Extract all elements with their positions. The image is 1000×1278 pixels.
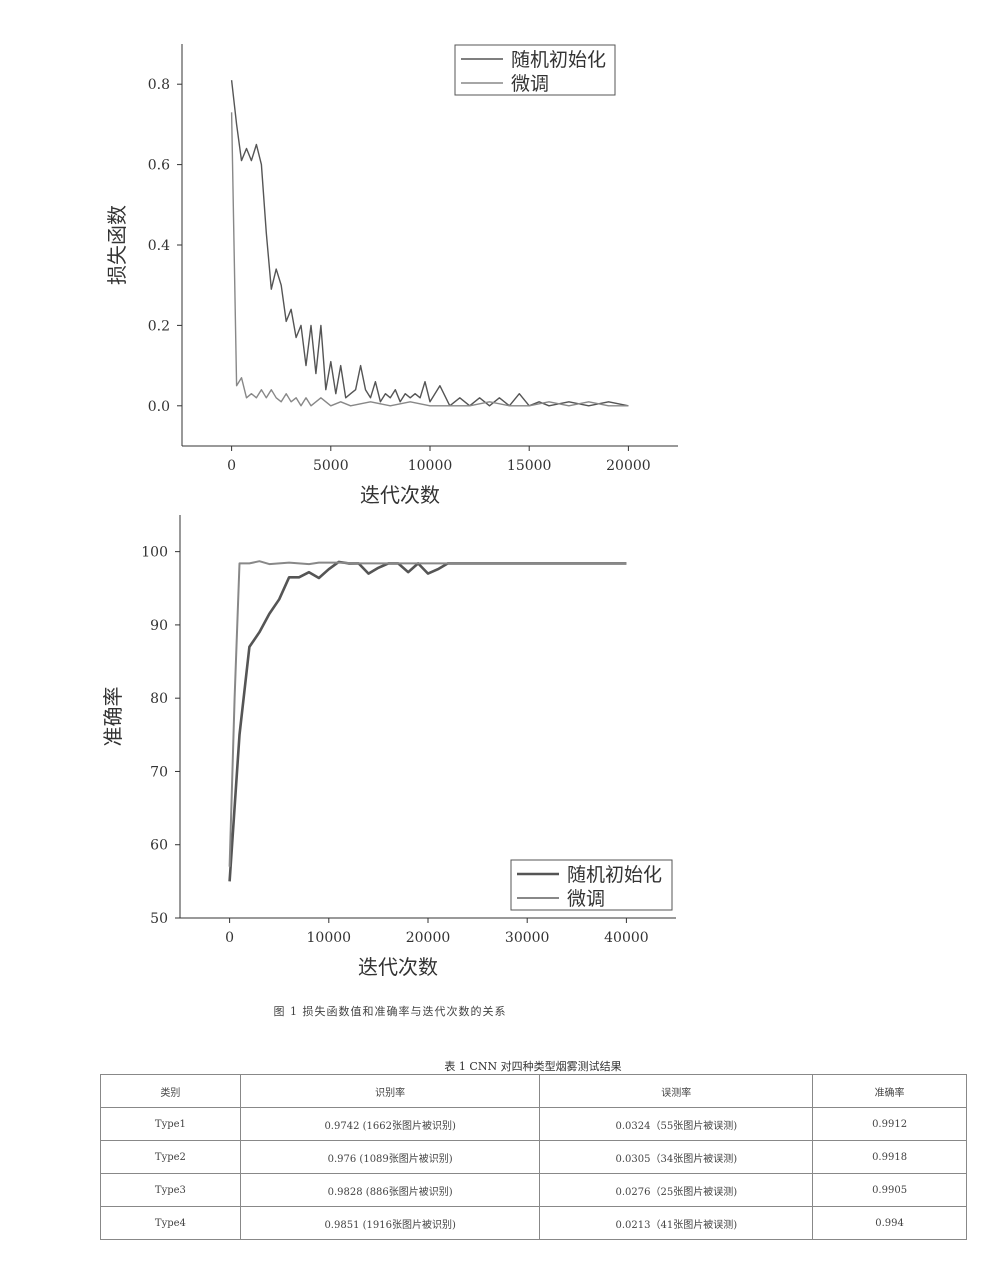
x-tick-label: 10000 bbox=[307, 930, 352, 946]
cell-recognition-rate: 0.9828 (886张图片被识别) bbox=[239, 1173, 541, 1207]
loss-chart: 0 5000 10000 15000 20000 0.0 0.2 0.4 0.6 0.8 迭代次数 损… bbox=[105, 44, 678, 505]
cell-false-detection-rate: 0.0324（55张图片被误测) bbox=[539, 1107, 814, 1141]
y-tick-label: 0.8 bbox=[148, 77, 170, 93]
x-tick-label: 15000 bbox=[507, 458, 552, 474]
legend-label: 微调 bbox=[567, 888, 605, 910]
y-tick-label: 0.6 bbox=[148, 158, 170, 174]
y-axis-label: 准确率 bbox=[101, 687, 125, 747]
legend-label: 微调 bbox=[511, 73, 549, 95]
y-tick-label: 50 bbox=[150, 911, 168, 927]
cell-accuracy: 0.994 bbox=[812, 1206, 967, 1240]
table-header-row: 类别 识别率 误测率 准确率 bbox=[100, 1074, 967, 1108]
table-row: Type3 0.9828 (886张图片被识别) 0.0276（25张图片被误测… bbox=[100, 1173, 967, 1207]
x-tick-label: 30000 bbox=[505, 930, 550, 946]
cell-false-detection-rate: 0.0305（34张图片被误测) bbox=[539, 1140, 814, 1174]
legend-box bbox=[510, 859, 673, 911]
series-line-random-init bbox=[230, 80, 629, 407]
header-false-detection-rate: 误测率 bbox=[539, 1074, 814, 1108]
cell-accuracy: 0.9905 bbox=[812, 1173, 967, 1207]
x-tick-label: 20000 bbox=[606, 458, 651, 474]
figure-caption: 图 1 损失函数值和准确率与迭代次数的关系 bbox=[273, 1005, 507, 1018]
cell-false-detection-rate: 0.0276（25张图片被误测) bbox=[539, 1173, 814, 1207]
cell-recognition-rate: 0.9742 (1662张图片被识别) bbox=[239, 1107, 541, 1141]
x-tick-label: 0 bbox=[227, 458, 236, 474]
y-tick-label: 100 bbox=[141, 545, 168, 561]
y-tick-label: 60 bbox=[150, 838, 168, 854]
cell-recognition-rate: 0.9851 (1916张图片被识别) bbox=[239, 1206, 541, 1240]
cell-category: Type2 bbox=[100, 1140, 241, 1174]
table-title: 表 1 CNN 对四种类型烟雾测试结果 bbox=[444, 1060, 622, 1073]
y-tick-label: 0.0 bbox=[148, 399, 170, 415]
table-row: Type4 0.9851 (1916张图片被识别) 0.0213（41张图片被误… bbox=[100, 1206, 967, 1240]
cell-accuracy: 0.9912 bbox=[812, 1107, 967, 1141]
cell-recognition-rate: 0.976 (1089张图片被识别) bbox=[239, 1140, 541, 1174]
cell-category: Type3 bbox=[100, 1173, 241, 1207]
table-row: Type2 0.976 (1089张图片被识别) 0.0305（34张图片被误测… bbox=[100, 1140, 967, 1174]
header-recognition-rate: 识别率 bbox=[239, 1074, 541, 1108]
x-tick-label: 10000 bbox=[408, 458, 453, 474]
cell-accuracy: 0.9918 bbox=[812, 1140, 967, 1174]
legend-box bbox=[454, 44, 616, 96]
x-axis-label: 迭代次数 bbox=[358, 955, 438, 979]
cell-category: Type1 bbox=[100, 1107, 241, 1141]
x-tick-label: 40000 bbox=[604, 930, 649, 946]
series-line-fine-tune bbox=[228, 560, 627, 867]
y-tick-label: 70 bbox=[150, 764, 168, 780]
legend-label: 随机初始化 bbox=[511, 49, 606, 71]
y-tick-label: 90 bbox=[150, 618, 168, 634]
y-tick-label: 0.4 bbox=[148, 238, 170, 254]
y-axis-label: 损失函数 bbox=[105, 205, 129, 285]
x-tick-label: 20000 bbox=[406, 930, 451, 946]
series-line-random-init bbox=[228, 560, 627, 882]
table-row: Type1 0.9742 (1662张图片被识别) 0.0324（55张图片被误… bbox=[100, 1107, 967, 1141]
cell-category: Type4 bbox=[100, 1206, 241, 1240]
accuracy-chart: 0 10000 20000 30000 40000 50 60 70 80 90 100 迭代次数 准确… bbox=[101, 515, 676, 979]
header-category: 类别 bbox=[100, 1074, 241, 1108]
series-line-fine-tune bbox=[230, 112, 629, 407]
x-axis-label: 迭代次数 bbox=[360, 483, 440, 505]
y-tick-label: 0.2 bbox=[148, 318, 170, 334]
header-accuracy: 准确率 bbox=[812, 1074, 967, 1108]
cell-false-detection-rate: 0.0213（41张图片被误测) bbox=[539, 1206, 814, 1240]
legend-label: 随机初始化 bbox=[567, 864, 662, 886]
x-tick-label: 5000 bbox=[313, 458, 349, 474]
x-tick-label: 0 bbox=[225, 930, 234, 946]
results-table: 类别 识别率 误测率 准确率 Type1 0.9742 (1662张图片被识别)… bbox=[100, 1074, 967, 1240]
y-tick-label: 80 bbox=[150, 691, 168, 707]
